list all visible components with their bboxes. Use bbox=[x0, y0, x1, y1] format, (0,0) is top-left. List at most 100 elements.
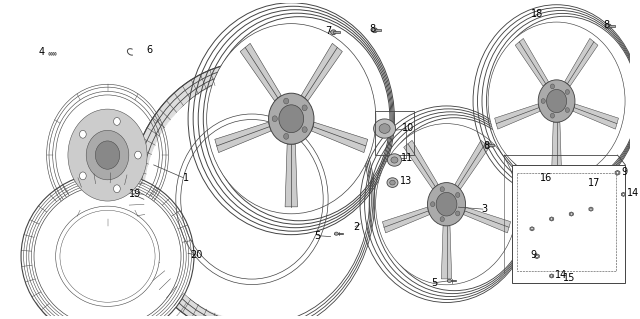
Polygon shape bbox=[530, 227, 534, 231]
Text: 15: 15 bbox=[563, 273, 575, 283]
Ellipse shape bbox=[485, 143, 490, 148]
Ellipse shape bbox=[436, 192, 457, 216]
Ellipse shape bbox=[68, 109, 147, 201]
Ellipse shape bbox=[565, 90, 570, 94]
Ellipse shape bbox=[531, 228, 533, 230]
Ellipse shape bbox=[570, 213, 573, 215]
Ellipse shape bbox=[374, 119, 396, 138]
Ellipse shape bbox=[331, 30, 336, 35]
Polygon shape bbox=[589, 207, 593, 211]
Ellipse shape bbox=[550, 113, 554, 118]
Ellipse shape bbox=[21, 173, 194, 319]
Polygon shape bbox=[129, 64, 233, 319]
Ellipse shape bbox=[616, 172, 619, 174]
Polygon shape bbox=[515, 38, 548, 86]
Text: 18: 18 bbox=[531, 9, 543, 19]
Text: 10: 10 bbox=[403, 122, 415, 133]
Polygon shape bbox=[383, 207, 429, 233]
Bar bbox=[513, 165, 625, 283]
Ellipse shape bbox=[606, 24, 611, 29]
Ellipse shape bbox=[34, 185, 181, 319]
Ellipse shape bbox=[269, 93, 314, 144]
Ellipse shape bbox=[379, 124, 390, 133]
Ellipse shape bbox=[376, 124, 517, 285]
Polygon shape bbox=[285, 144, 298, 207]
Polygon shape bbox=[215, 122, 271, 152]
Ellipse shape bbox=[302, 127, 307, 132]
Polygon shape bbox=[550, 217, 554, 221]
Polygon shape bbox=[442, 226, 452, 279]
Ellipse shape bbox=[536, 255, 538, 257]
Polygon shape bbox=[573, 104, 618, 129]
Polygon shape bbox=[552, 122, 561, 174]
Text: 14: 14 bbox=[555, 270, 567, 280]
Text: 19: 19 bbox=[129, 189, 141, 199]
Text: 8: 8 bbox=[483, 141, 489, 151]
Polygon shape bbox=[404, 140, 438, 189]
Ellipse shape bbox=[95, 141, 120, 169]
Ellipse shape bbox=[113, 117, 120, 125]
Ellipse shape bbox=[550, 275, 553, 277]
Bar bbox=[374, 29, 381, 31]
Ellipse shape bbox=[372, 28, 378, 33]
Ellipse shape bbox=[431, 202, 435, 207]
Text: 4: 4 bbox=[39, 47, 45, 57]
Ellipse shape bbox=[622, 193, 625, 196]
Ellipse shape bbox=[387, 178, 398, 187]
Ellipse shape bbox=[391, 157, 398, 163]
Text: 9: 9 bbox=[621, 167, 628, 177]
Text: 2: 2 bbox=[353, 222, 360, 232]
Text: 17: 17 bbox=[588, 178, 600, 188]
Text: 20: 20 bbox=[190, 250, 202, 260]
Ellipse shape bbox=[456, 192, 460, 197]
Polygon shape bbox=[301, 43, 342, 101]
Text: 11: 11 bbox=[401, 153, 413, 163]
Ellipse shape bbox=[547, 89, 566, 113]
Ellipse shape bbox=[113, 185, 120, 193]
Polygon shape bbox=[615, 170, 620, 175]
Ellipse shape bbox=[56, 206, 159, 307]
Ellipse shape bbox=[538, 80, 575, 122]
Text: 14: 14 bbox=[627, 189, 639, 198]
Text: 1: 1 bbox=[183, 173, 189, 183]
Text: 5: 5 bbox=[431, 278, 437, 288]
Ellipse shape bbox=[144, 78, 360, 319]
Ellipse shape bbox=[79, 130, 86, 138]
Ellipse shape bbox=[456, 211, 460, 216]
Polygon shape bbox=[495, 104, 540, 129]
Ellipse shape bbox=[272, 116, 277, 122]
Ellipse shape bbox=[440, 217, 444, 222]
Ellipse shape bbox=[387, 154, 401, 166]
Ellipse shape bbox=[284, 98, 289, 104]
Ellipse shape bbox=[541, 99, 545, 103]
Ellipse shape bbox=[488, 22, 625, 180]
Bar bbox=[375, 111, 414, 155]
Ellipse shape bbox=[550, 218, 553, 220]
Text: 9: 9 bbox=[530, 250, 536, 260]
Text: 6: 6 bbox=[147, 45, 153, 55]
Polygon shape bbox=[463, 207, 511, 233]
Ellipse shape bbox=[79, 172, 86, 180]
Ellipse shape bbox=[390, 180, 396, 185]
Ellipse shape bbox=[284, 133, 289, 139]
Ellipse shape bbox=[447, 279, 451, 282]
Ellipse shape bbox=[279, 105, 303, 133]
Polygon shape bbox=[455, 140, 490, 189]
Text: 13: 13 bbox=[401, 176, 413, 186]
Polygon shape bbox=[564, 38, 598, 86]
Ellipse shape bbox=[302, 105, 307, 111]
Bar bbox=[517, 173, 616, 271]
Bar bbox=[488, 144, 494, 146]
Ellipse shape bbox=[550, 84, 554, 89]
Ellipse shape bbox=[440, 187, 444, 192]
Ellipse shape bbox=[134, 151, 141, 159]
Polygon shape bbox=[550, 274, 554, 278]
Ellipse shape bbox=[207, 24, 376, 214]
Text: 7: 7 bbox=[326, 26, 332, 36]
Text: 16: 16 bbox=[540, 173, 552, 183]
Text: 8: 8 bbox=[604, 20, 610, 30]
Bar bbox=[333, 31, 340, 33]
Ellipse shape bbox=[565, 108, 570, 113]
Ellipse shape bbox=[335, 232, 339, 235]
Polygon shape bbox=[621, 192, 625, 197]
